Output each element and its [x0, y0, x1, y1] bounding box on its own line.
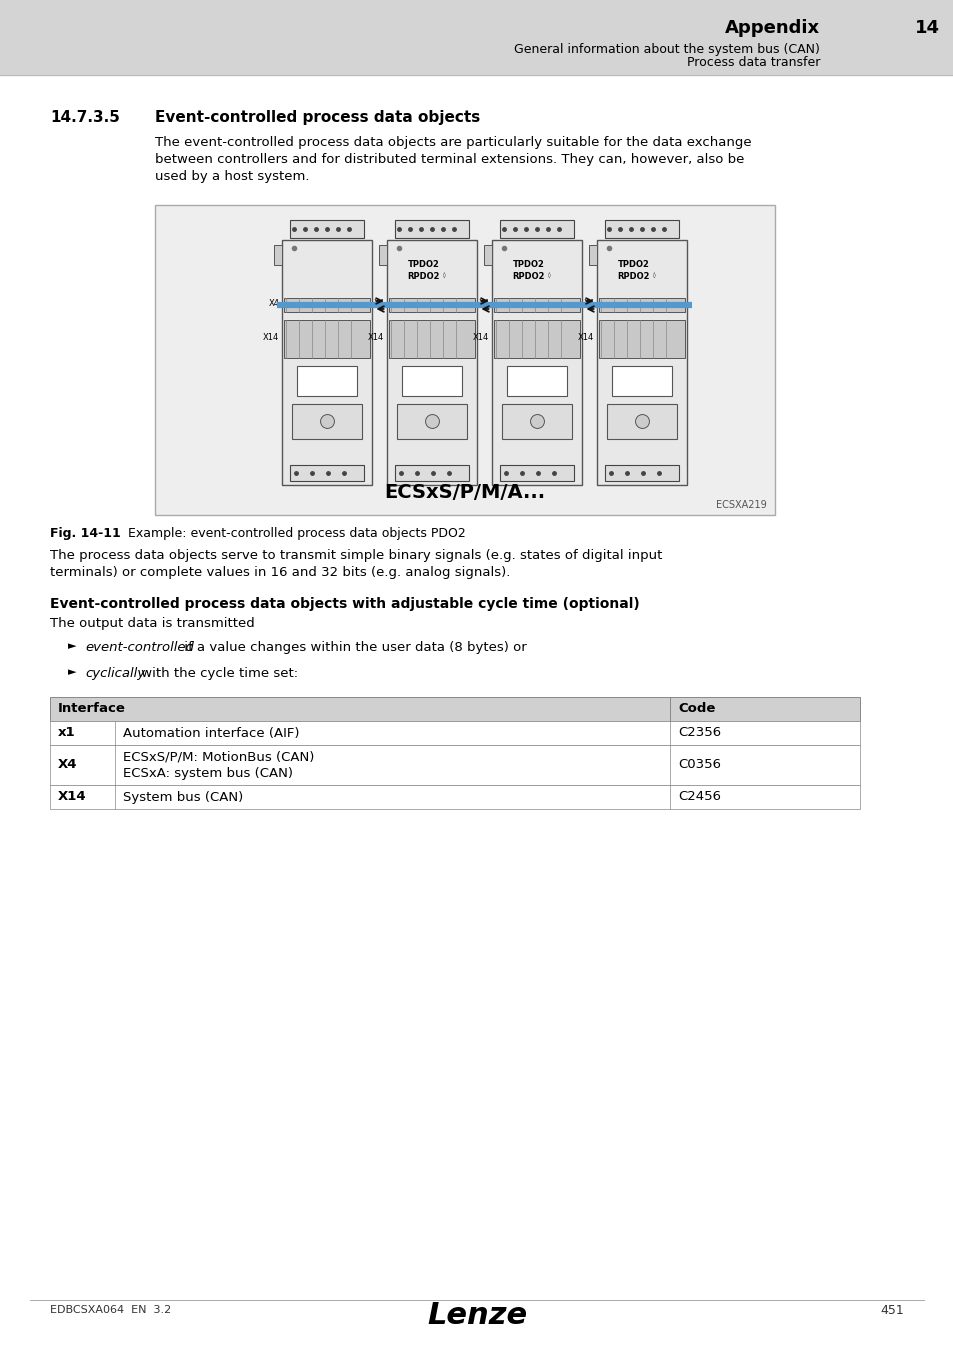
- Text: TPDO2: TPDO2: [617, 261, 649, 269]
- Text: ◊: ◊: [547, 273, 550, 279]
- Bar: [154, 205, 774, 514]
- Bar: [598, 320, 685, 358]
- Bar: [0, 0, 953, 76]
- Text: Lenze: Lenze: [427, 1300, 526, 1330]
- Bar: [297, 366, 357, 396]
- Text: Process data transfer: Process data transfer: [686, 57, 820, 69]
- Bar: [395, 464, 469, 481]
- Bar: [589, 244, 597, 265]
- Text: event-controlled if a value changes within the user data (8 bytes) or: event-controlled if a value changes with…: [85, 641, 541, 653]
- Text: General information about the system bus (CAN): General information about the system bus…: [514, 43, 820, 57]
- Text: C2356: C2356: [678, 726, 720, 740]
- Text: X14: X14: [368, 333, 384, 343]
- Bar: [507, 366, 567, 396]
- Text: 451: 451: [880, 1304, 903, 1316]
- Bar: [395, 220, 469, 238]
- Bar: [274, 244, 282, 265]
- Bar: [389, 320, 475, 358]
- Text: RPDO2: RPDO2: [512, 271, 544, 281]
- Bar: [284, 320, 370, 358]
- Text: X14: X14: [58, 791, 87, 803]
- Text: Appendix: Appendix: [724, 19, 820, 36]
- Text: cyclically: cyclically: [85, 667, 145, 680]
- Text: X4: X4: [583, 300, 594, 309]
- Text: x1: x1: [58, 726, 75, 740]
- Text: EDBCSXA064  EN  3.2: EDBCSXA064 EN 3.2: [50, 1305, 172, 1315]
- Bar: [284, 298, 370, 312]
- Text: 14: 14: [914, 19, 939, 36]
- Text: X14: X14: [263, 333, 279, 343]
- Text: terminals) or complete values in 16 and 32 bits (e.g. analog signals).: terminals) or complete values in 16 and …: [50, 566, 510, 579]
- Text: ►: ►: [68, 641, 76, 651]
- Text: ECSxA: system bus (CAN): ECSxA: system bus (CAN): [123, 767, 293, 779]
- Text: Event-controlled process data objects: Event-controlled process data objects: [154, 109, 479, 126]
- Text: X4: X4: [268, 300, 279, 309]
- Text: X14: X14: [473, 333, 489, 343]
- Text: with the cycle time set:: with the cycle time set:: [137, 667, 297, 680]
- Bar: [597, 240, 687, 485]
- Text: ECSxS/P/M: MotionBus (CAN): ECSxS/P/M: MotionBus (CAN): [123, 751, 314, 764]
- Text: if a value changes within the user data (8 bytes) or: if a value changes within the user data …: [180, 641, 526, 653]
- Text: The output data is transmitted: The output data is transmitted: [50, 617, 254, 630]
- Text: System bus (CAN): System bus (CAN): [123, 791, 243, 803]
- Bar: [605, 220, 679, 238]
- Text: Interface: Interface: [58, 702, 126, 716]
- Text: X14: X14: [578, 333, 594, 343]
- Text: The event-controlled process data objects are particularly suitable for the data: The event-controlled process data object…: [154, 136, 751, 148]
- Text: RPDO2: RPDO2: [407, 271, 439, 281]
- Text: Automation interface (AIF): Automation interface (AIF): [123, 726, 299, 740]
- Bar: [494, 298, 579, 312]
- Text: ◊: ◊: [442, 273, 445, 279]
- Text: ECSxS/P/M/A...: ECSxS/P/M/A...: [384, 483, 545, 502]
- Bar: [50, 745, 859, 784]
- Text: Event-controlled process data objects with adjustable cycle time (optional): Event-controlled process data objects wi…: [50, 597, 639, 612]
- Text: used by a host system.: used by a host system.: [154, 170, 309, 184]
- Bar: [50, 721, 859, 745]
- Text: 14.7.3.5: 14.7.3.5: [50, 109, 120, 126]
- Text: event-controlled: event-controlled: [85, 641, 193, 653]
- Bar: [397, 404, 467, 439]
- Text: Fig. 14-11: Fig. 14-11: [50, 526, 121, 540]
- Text: X4: X4: [58, 759, 77, 771]
- Bar: [402, 366, 462, 396]
- Bar: [387, 240, 477, 485]
- Text: ECSXA219: ECSXA219: [716, 500, 766, 510]
- Bar: [291, 220, 364, 238]
- Bar: [282, 240, 372, 485]
- Bar: [484, 244, 492, 265]
- Bar: [612, 366, 672, 396]
- Bar: [494, 320, 579, 358]
- Bar: [607, 404, 677, 439]
- Text: TPDO2: TPDO2: [407, 261, 439, 269]
- Bar: [291, 464, 364, 481]
- Text: TPDO2: TPDO2: [512, 261, 544, 269]
- Bar: [502, 404, 572, 439]
- Text: C2456: C2456: [678, 791, 720, 803]
- Text: X4: X4: [374, 300, 384, 309]
- Text: C0356: C0356: [678, 759, 720, 771]
- Bar: [605, 464, 679, 481]
- Bar: [492, 240, 582, 485]
- Bar: [598, 298, 685, 312]
- Text: Code: Code: [678, 702, 715, 716]
- Text: X4: X4: [478, 300, 489, 309]
- Bar: [500, 220, 574, 238]
- Bar: [293, 404, 362, 439]
- Text: between controllers and for distributed terminal extensions. They can, however, : between controllers and for distributed …: [154, 153, 743, 166]
- Text: Example: event-controlled process data objects PDO2: Example: event-controlled process data o…: [108, 526, 465, 540]
- Text: RPDO2: RPDO2: [617, 271, 649, 281]
- Bar: [50, 697, 859, 721]
- Text: ►: ►: [68, 667, 76, 676]
- Bar: [50, 784, 859, 809]
- Bar: [500, 464, 574, 481]
- Text: The process data objects serve to transmit simple binary signals (e.g. states of: The process data objects serve to transm…: [50, 549, 661, 562]
- Text: ◊: ◊: [652, 273, 655, 279]
- Bar: [379, 244, 387, 265]
- Bar: [389, 298, 475, 312]
